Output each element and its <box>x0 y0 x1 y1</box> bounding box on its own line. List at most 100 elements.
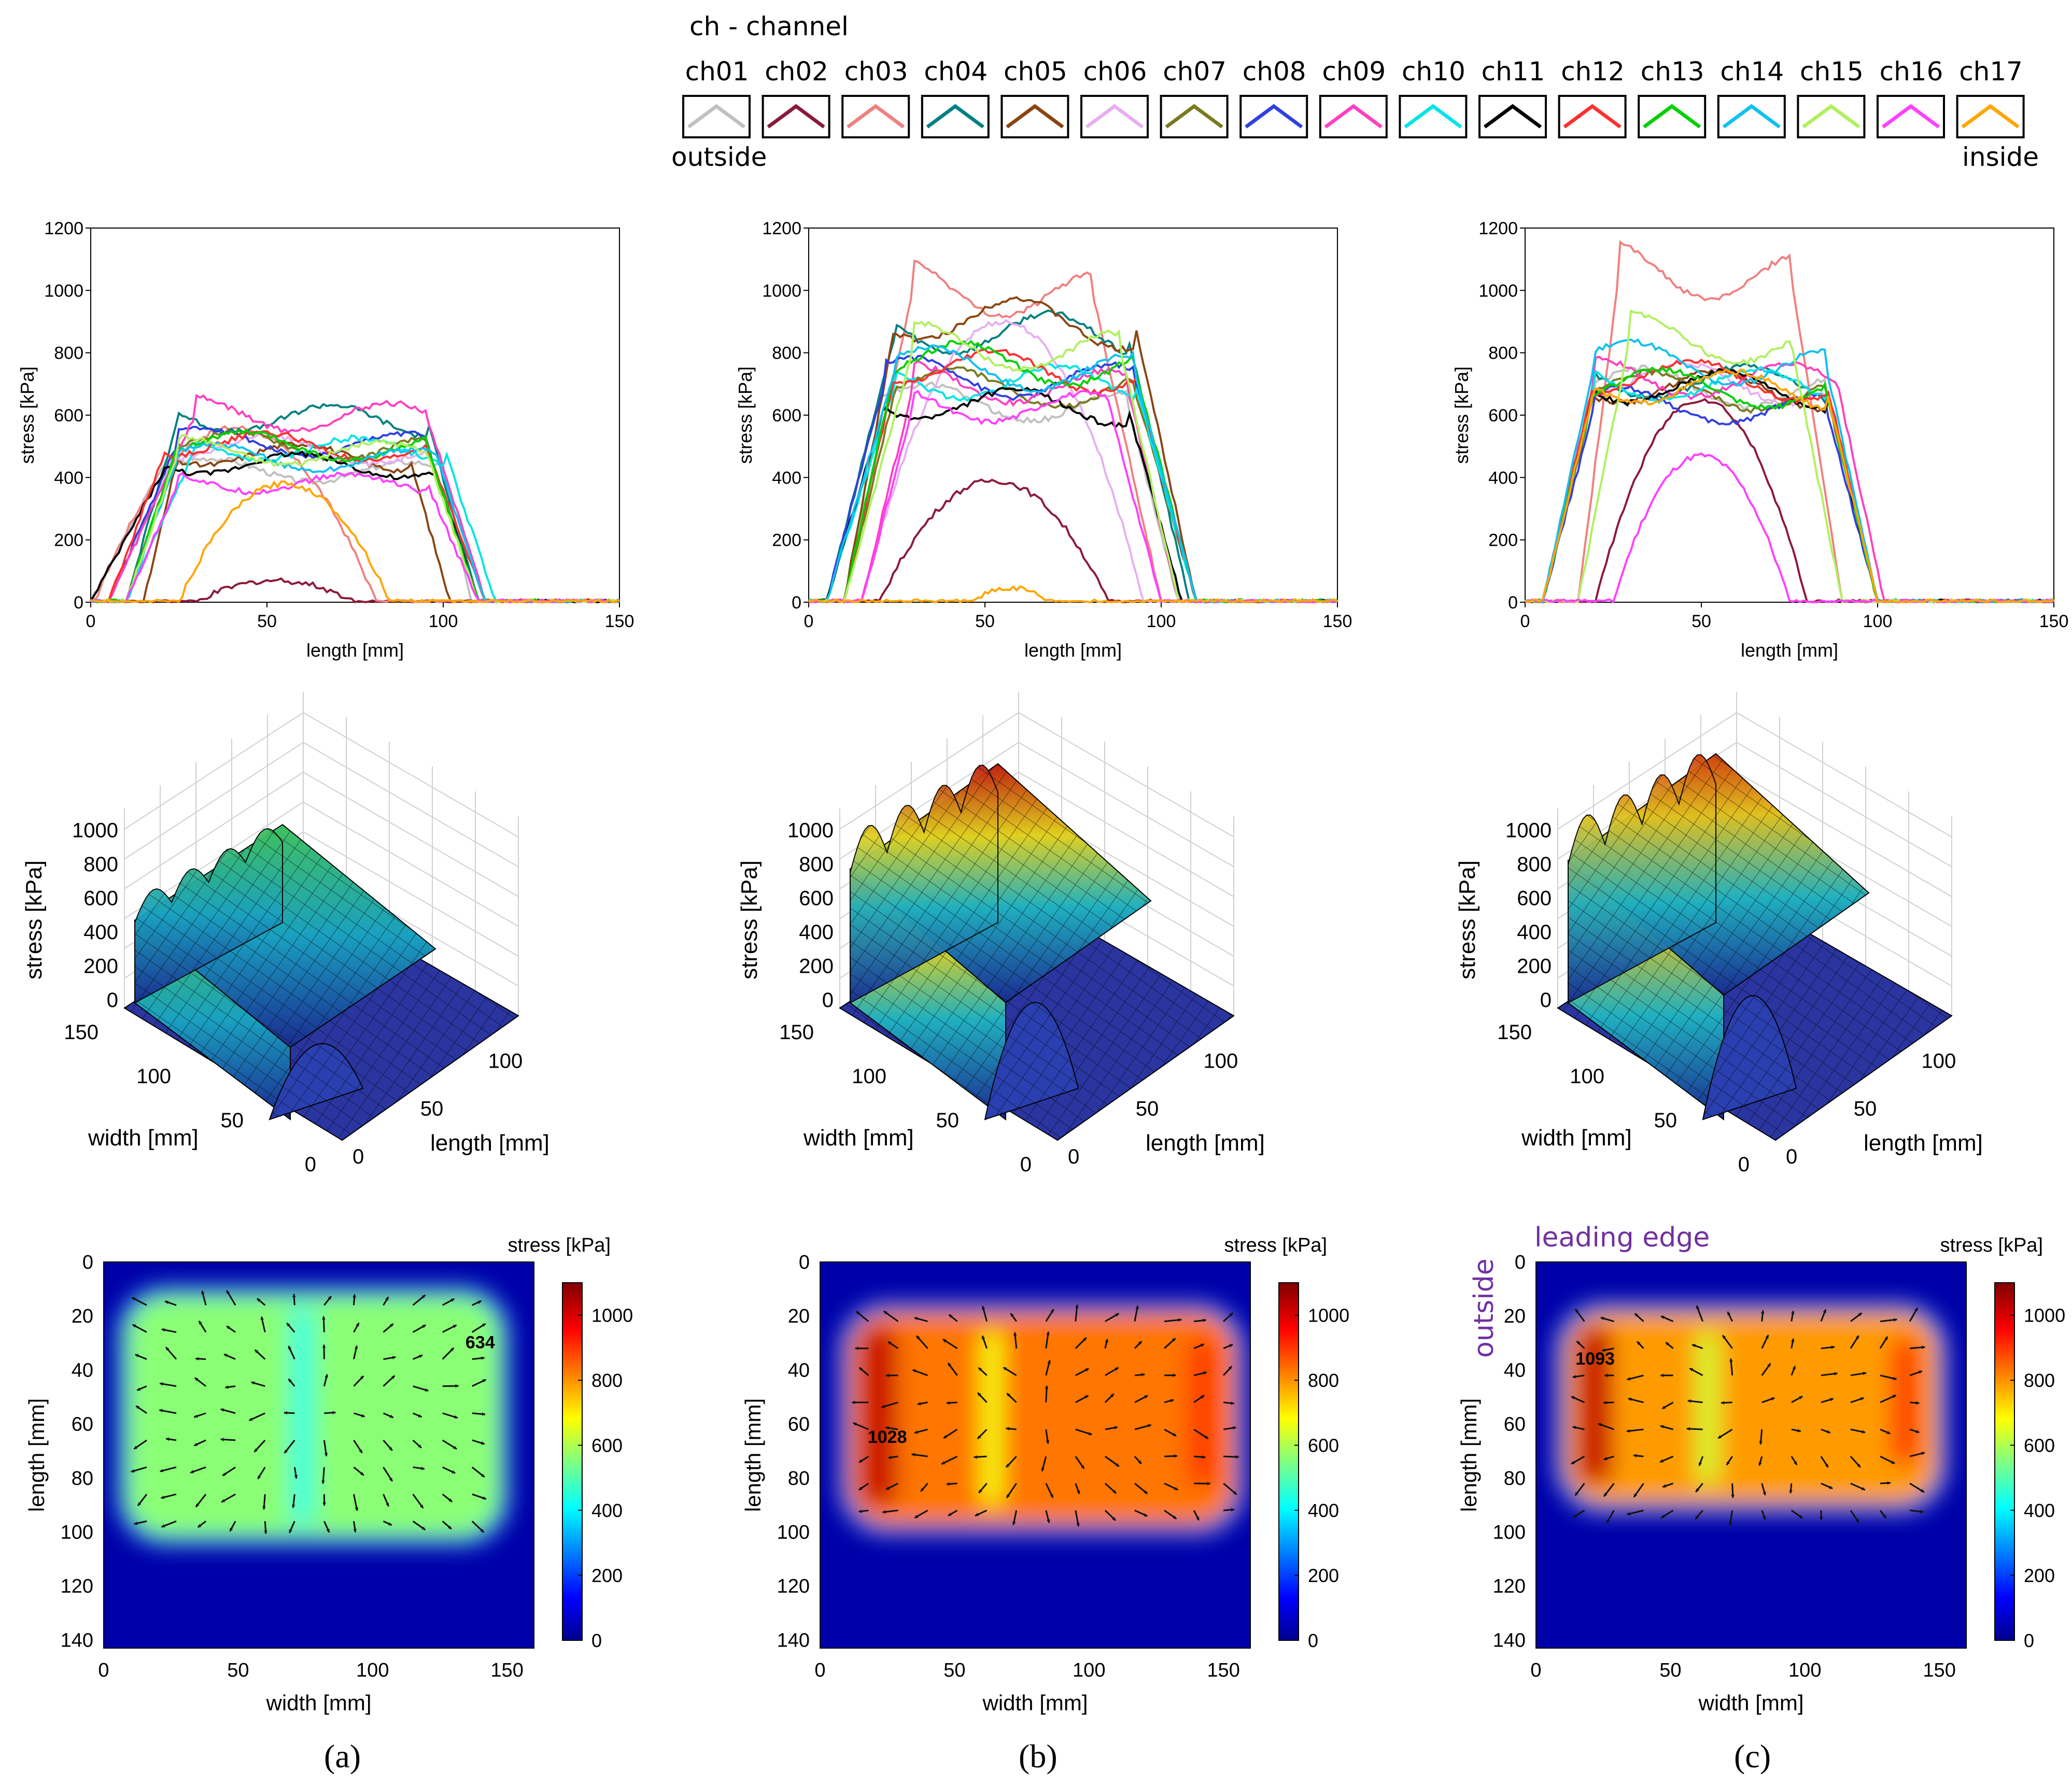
vector-arrow-head <box>1660 1315 1665 1319</box>
vector-arrow-head <box>284 1411 288 1415</box>
vector-arrow-head <box>948 1512 952 1516</box>
vector-arrow-head <box>391 1375 395 1379</box>
heatmap-b: 1028 0 50 100 150 0 20 40 60 80 100 120 140 width [mm… <box>741 1235 1349 1715</box>
vector-arrow-head <box>1083 1337 1087 1341</box>
width-axis-label: width [mm] <box>1521 1125 1632 1151</box>
legend-item-ch10: ch10 <box>1399 56 1468 138</box>
vector-arrow-head <box>1887 1481 1891 1485</box>
vector-arrow-head <box>159 1409 163 1413</box>
vector-arrow-head <box>322 1502 326 1506</box>
z-tick-label: 200 <box>1517 955 1552 977</box>
x-tick-label: 100 <box>1073 1660 1105 1681</box>
vector-arrow-head <box>1626 1429 1630 1433</box>
vector-arrow-head <box>1760 1310 1765 1314</box>
vector-arrow-head <box>1196 1516 1200 1521</box>
y-tick-label: 20 <box>788 1306 810 1327</box>
vector-arrow-head <box>230 1527 233 1531</box>
vector-arrow-head <box>1792 1366 1796 1370</box>
legend-swatch-box <box>682 95 751 138</box>
heat-cool-band <box>981 1332 1003 1505</box>
vector-arrow-head <box>1634 1313 1639 1317</box>
z-tick-label: 200 <box>799 955 834 977</box>
legend-label-ch06: ch06 <box>1083 56 1147 87</box>
legend-label-ch05: ch05 <box>1004 56 1067 87</box>
vector-arrow-head <box>448 1525 452 1529</box>
vector-arrow-head <box>255 1350 259 1353</box>
colorbar-tick-label: 200 <box>2024 1565 2055 1586</box>
vector-arrow-head <box>1115 1463 1119 1467</box>
width-tick-label: 0 <box>1738 1153 1750 1176</box>
colorbar-tick-label: 800 <box>591 1370 623 1391</box>
y-tick-label: 200 <box>54 531 83 550</box>
vector-arrow-head <box>1662 1484 1667 1488</box>
legend-label-ch01: ch01 <box>685 56 749 87</box>
x-tick-label: 150 <box>1323 612 1352 631</box>
y-tick-label: 20 <box>72 1306 93 1327</box>
vector-arrow-head <box>132 1297 136 1301</box>
vector-arrow-head <box>1141 1373 1145 1377</box>
vector-arrow-head <box>1007 1393 1010 1397</box>
x-tick-label: 50 <box>1692 612 1711 631</box>
vector-arrow-head <box>914 1430 918 1434</box>
vector-arrow-head <box>978 1367 982 1371</box>
width-tick-label: 150 <box>64 1021 98 1044</box>
vector-arrow-head <box>1144 1395 1148 1399</box>
vector-arrow-head <box>360 1472 364 1476</box>
vector-arrow-head <box>135 1354 139 1357</box>
vector-arrow-head <box>1826 1430 1830 1434</box>
vector-arrow-head <box>450 1348 454 1352</box>
vector-arrow-head <box>1767 1363 1771 1367</box>
vector-arrow-head <box>291 1504 295 1508</box>
vector-arrow-head <box>1834 1372 1838 1375</box>
vector-arrow-head <box>1660 1425 1664 1429</box>
grid-line <box>303 801 519 927</box>
legend-item-ch05: ch05 <box>1000 56 1069 138</box>
vector-arrow-head <box>1114 1426 1118 1430</box>
x-tick-label: 0 <box>98 1660 109 1681</box>
colorbar-tick-label: 0 <box>2024 1630 2034 1651</box>
vector-arrow-head <box>1765 1335 1769 1339</box>
width-tick-label: 150 <box>1497 1021 1532 1044</box>
heatmap-frame <box>1535 1261 1967 1649</box>
width-axis-label: width [mm] <box>803 1125 914 1151</box>
grid-line <box>1736 772 1952 897</box>
vector-arrow-head <box>1660 1373 1664 1378</box>
legend-swatch-box <box>1877 95 1945 138</box>
y-tick-label: 1000 <box>1478 281 1518 301</box>
vector-arrow-head <box>1823 1309 1826 1313</box>
vector-arrow-head <box>1862 1430 1866 1434</box>
vector-arrow-head <box>222 1472 227 1476</box>
width-tick-label: 150 <box>779 1021 814 1044</box>
width-tick-label: 0 <box>305 1153 316 1176</box>
vector-arrow-head <box>1858 1313 1862 1316</box>
legend-label-ch10: ch10 <box>1402 56 1465 87</box>
y-tick-label: 140 <box>777 1629 810 1651</box>
vector-arrow-head <box>1110 1394 1114 1398</box>
vector-arrow-head <box>911 1453 915 1457</box>
y-tick-label: 40 <box>1504 1359 1526 1381</box>
y-tick-label: 0 <box>799 1252 810 1273</box>
vector-arrow-head <box>1138 1341 1142 1345</box>
colorbar-tick-label: 400 <box>591 1500 623 1521</box>
y-tick-label: 0 <box>74 593 83 613</box>
vector-arrow-head <box>1602 1348 1605 1352</box>
z-tick-label: 1000 <box>787 819 834 842</box>
vector-arrow-head <box>448 1498 453 1502</box>
x-tick-label: 150 <box>605 612 635 631</box>
vector-arrow-head <box>1628 1397 1632 1401</box>
peak-value-label: 1028 <box>868 1427 907 1447</box>
vector-arrow-head <box>942 1339 947 1343</box>
vector-arrow-head <box>1893 1377 1897 1381</box>
vector-arrow-head <box>1921 1452 1925 1455</box>
y-tick-label: 120 <box>777 1576 810 1597</box>
legend-swatch-box <box>1717 95 1786 138</box>
channel-legend: ch - channel ch01 ch02 ch03 ch04 ch05 ch06 ch0… <box>671 11 2039 172</box>
vector-arrow-head <box>418 1414 422 1417</box>
vector-arrow-head <box>1147 1424 1151 1428</box>
vector-arrow-head <box>1726 1461 1730 1465</box>
series-line-ch16 <box>808 390 1338 604</box>
vector-arrow-head <box>859 1459 863 1463</box>
grid-line <box>1736 742 1952 868</box>
vector-arrow-head <box>1229 1344 1233 1348</box>
vector-arrow-head <box>195 1357 199 1361</box>
